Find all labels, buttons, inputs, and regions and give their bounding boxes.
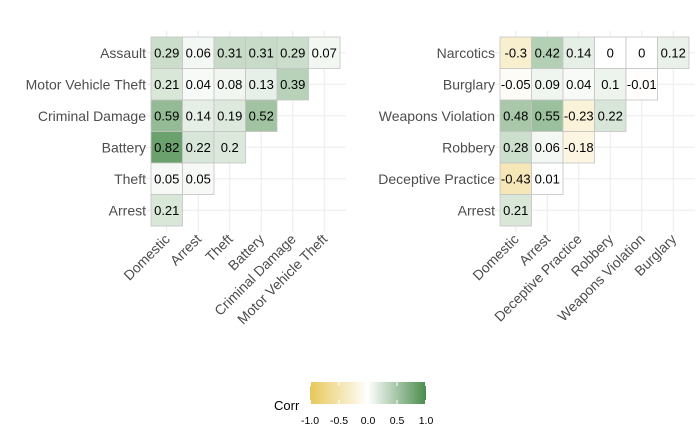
heatmap-cell [245,68,278,101]
cell-value-label: 0.06 [535,140,560,155]
cell-value-label: 0.42 [535,45,560,60]
cell-value-label: 0.06 [186,45,211,60]
cell-value-label: -0.18 [564,140,594,155]
heatmap-cell [531,99,564,132]
heatmap-cell [182,36,215,69]
heatmap-cell [150,68,183,101]
legend-tick-label: 0.0 [361,415,376,427]
cell-value-label: 0 [638,45,645,60]
cell-value-label: -0.23 [564,108,594,123]
row-label: Theft [114,171,146,187]
column-label: Domestic [469,231,522,284]
cell-value-label: 0.01 [535,171,560,186]
cell-value-label: 0.04 [186,77,211,92]
heatmap-cell [499,162,532,195]
cell-value-label: 0.05 [154,171,179,186]
cell-value-label: 0.05 [186,171,211,186]
legend-tick-label: 1.0 [419,415,434,427]
cell-value-label: 0.29 [154,45,179,60]
heatmap-cell [499,194,532,227]
heatmap-cell [182,162,215,195]
legend-tick-label: -1.0 [301,415,319,427]
cell-value-label: 0.48 [503,108,528,123]
cell-value-label: 0.82 [154,140,179,155]
cell-value-label: 0.21 [154,203,179,218]
heatmap-cell [182,131,215,164]
heatmap-cell [531,162,564,195]
heatmap-panel-right: -0.3 0.42 0.14 0 0 0.12 -0.05 0.09 0.04 0.1 -0.01 0… [378,31,695,325]
heatmap-cell [150,194,183,227]
cell-value-label: -0.01 [627,77,657,92]
heatmap-cell [499,36,532,69]
cell-value-label: 0.04 [566,77,591,92]
cell-value-label: 0.07 [312,45,337,60]
column-label: Domestic [120,231,173,284]
row-label: Battery [102,139,146,155]
row-label: Motor Vehicle Theft [26,76,146,92]
cell-value-label: 0.28 [503,140,528,155]
heatmap-cell [150,36,183,69]
row-label: Weapons Violation [379,108,495,124]
cell-value-label: -0.3 [505,45,527,60]
cell-value-label: 0.13 [249,77,274,92]
cell-value-label: 0.14 [186,108,211,123]
heatmap-cell [625,68,658,101]
color-legend: Corr -1.0 -0.5 0.0 0.5 1.0 [274,382,433,427]
column-label: Arrest [167,231,205,269]
heatmap-cell [213,131,246,164]
legend-tick-label: 0.5 [390,415,405,427]
cell-value-label: 0.59 [154,108,179,123]
cell-value-label: 0.19 [217,108,242,123]
cell-value-label: -0.05 [501,77,531,92]
heatmap-cell [657,36,690,69]
cell-value-label: -0.43 [501,171,531,186]
row-label: Burglary [443,76,495,92]
row-label: Deceptive Practice [378,171,495,187]
cell-value-label: 0.55 [535,108,560,123]
cell-value-label: 0.31 [249,45,274,60]
heatmap-cell [562,131,595,164]
heatmap-cell [213,68,246,101]
row-label: Robbery [442,139,495,155]
cell-value-label: 0.08 [217,77,242,92]
cell-value-label: 0.22 [186,140,211,155]
heatmap-cell [245,36,278,69]
heatmap-cell [499,99,532,132]
cell-value-label: 0.14 [566,45,591,60]
cell-value-label: 0.21 [503,203,528,218]
cell-value-label: 0.09 [535,77,560,92]
heatmap-cell [562,36,595,69]
heatmap-cell [150,131,183,164]
cell-value-label: 0.29 [280,45,305,60]
cell-value-label: 0.31 [217,45,242,60]
cell-value-label: 0.52 [249,108,274,123]
legend-title: Corr [274,398,300,413]
heatmap-cell [594,99,627,132]
heatmap-cell [531,36,564,69]
heatmap-cell [594,68,627,101]
row-label: Narcotics [437,45,495,61]
row-label: Arrest [109,202,146,218]
row-label: Criminal Damage [38,108,146,124]
cell-value-label: 0 [607,45,614,60]
legend-colorbar [310,382,426,404]
row-label: Assault [100,45,146,61]
cell-value-label: 0.2 [221,140,239,155]
heatmap-cell [531,131,564,164]
cell-value-label: 0.12 [661,45,686,60]
cell-value-label: 0.39 [280,77,305,92]
cell-value-label: 0.22 [598,108,623,123]
cell-value-label: 0.21 [154,77,179,92]
heatmap-panel-left: 0.29 0.06 0.31 0.31 0.29 0.07 0.21 0.04 0.08 0.13… [26,31,346,327]
heatmap-cell [245,99,278,132]
row-label: Arrest [458,202,495,218]
cell-value-label: 0.1 [601,77,619,92]
heatmap-cell [308,36,341,69]
legend-tick-label: -0.5 [330,415,348,427]
heatmap-cell [276,68,309,101]
